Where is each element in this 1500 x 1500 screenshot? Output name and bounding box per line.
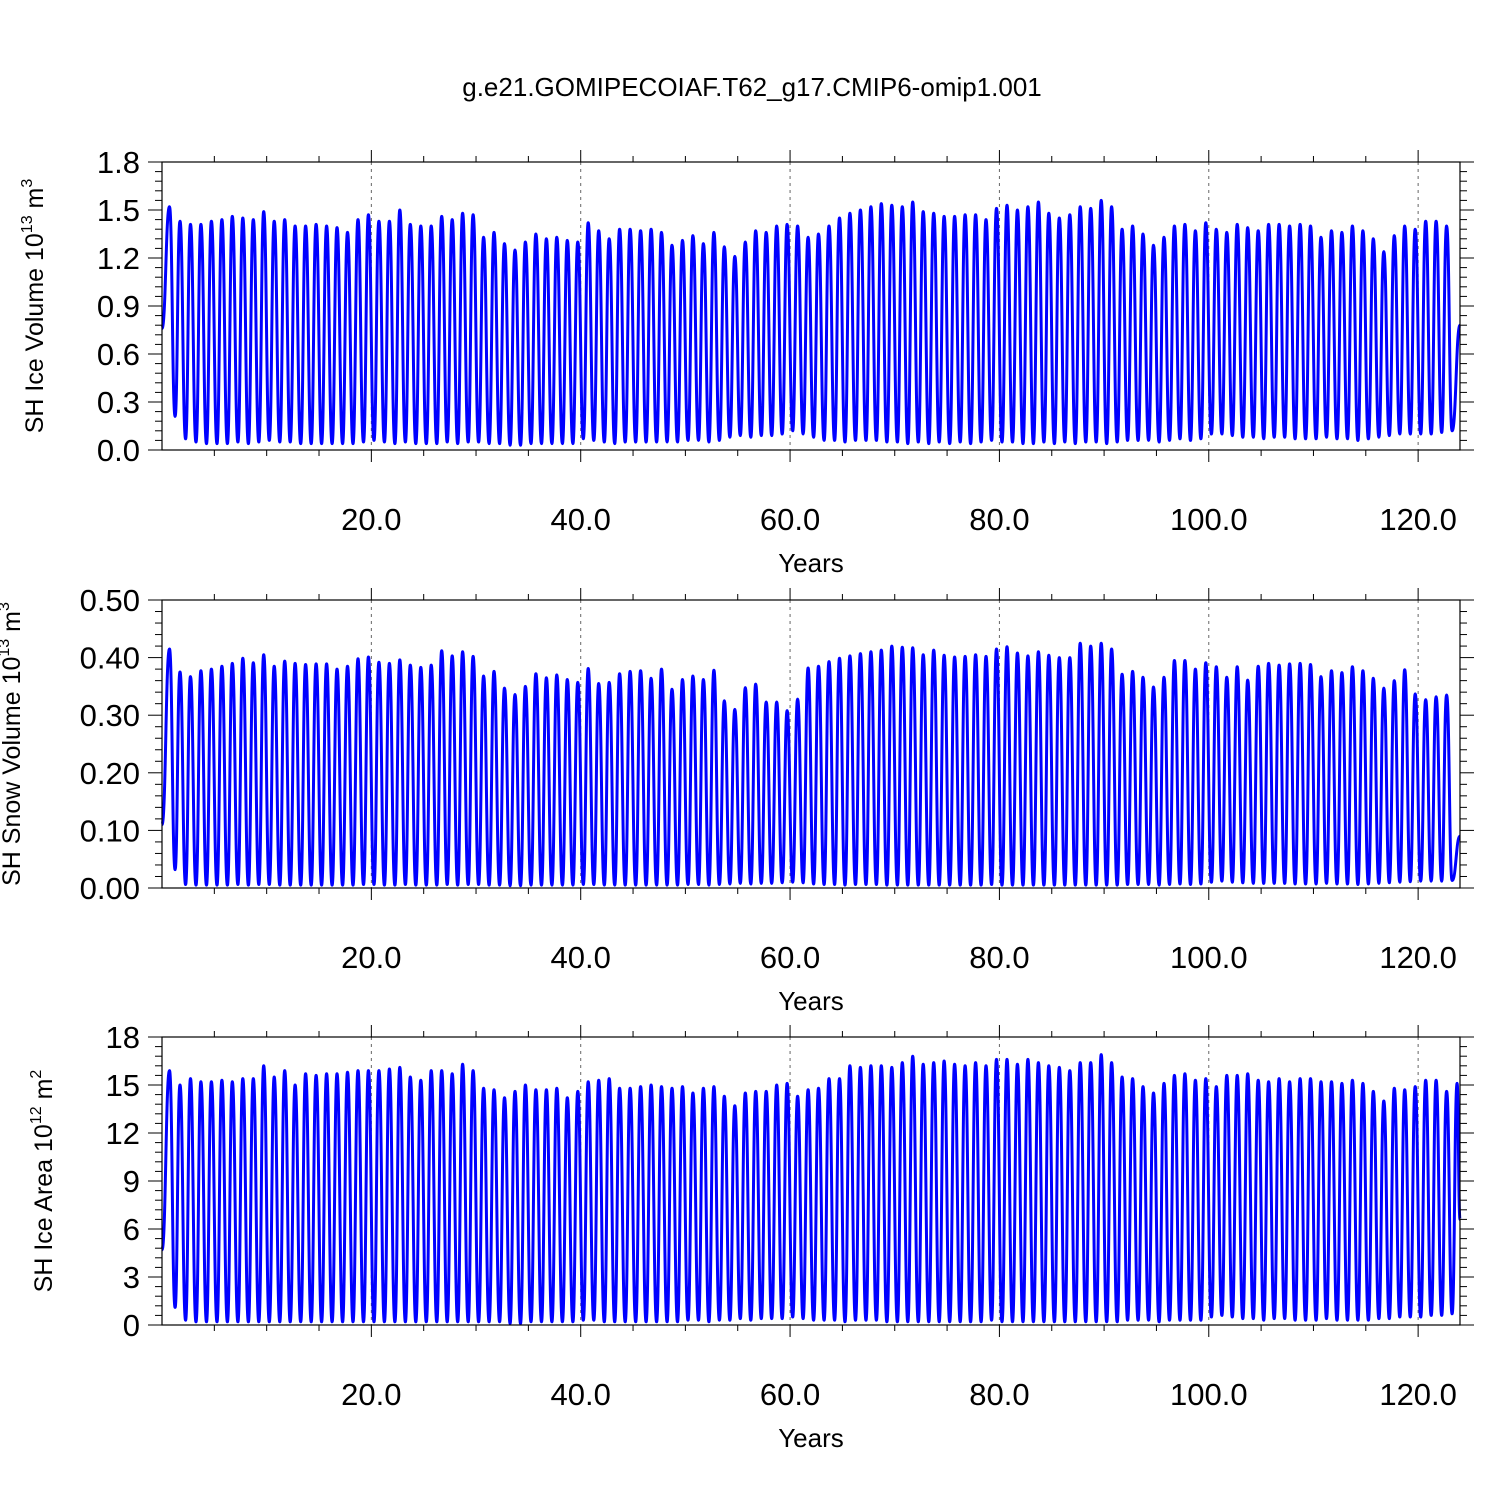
x-tick-label: 20.0 [341, 1377, 401, 1412]
y-tick-label: 6 [123, 1212, 140, 1247]
snow-volume-series-line [160, 641, 1462, 888]
y-tick-label: 0.10 [80, 813, 140, 848]
x-tick-label: 60.0 [760, 1377, 820, 1412]
y-tick-label: 0.30 [80, 698, 140, 733]
y-tick-label: 0.9 [97, 289, 140, 324]
y-tick-label: 9 [123, 1164, 140, 1199]
x-tick-label: 120.0 [1379, 1377, 1457, 1412]
y-tick-label: 0.00 [80, 871, 140, 906]
ice-volume-ylabel: SH Ice Volume 1013 m3 [19, 179, 49, 434]
x-tick-label: 40.0 [551, 940, 611, 975]
ice-volume-series-line [160, 198, 1462, 447]
x-tick-label: 80.0 [969, 502, 1029, 537]
y-tick-label: 0.6 [97, 337, 140, 372]
x-tick-label: 80.0 [969, 940, 1029, 975]
y-tick-label: 0.3 [97, 385, 140, 420]
y-tick-label: 0.20 [80, 756, 140, 791]
x-tick-label: 20.0 [341, 940, 401, 975]
ice-volume-xlabel: Years [778, 548, 844, 578]
snow-volume-ylabel: SH Snow Volume 1013 m3 [0, 602, 26, 886]
y-tick-label: 0.50 [80, 583, 140, 618]
y-tick-label: 0 [123, 1308, 140, 1343]
y-tick-label: 12 [106, 1116, 140, 1151]
ice-area-series-line [160, 1053, 1462, 1325]
ice-area-panel: 20.0 40.0 60.0 80.0 100.0 120.0 0 3 6 9 12 15 18 SH … [28, 1020, 1474, 1453]
x-tick-label: 100.0 [1170, 502, 1248, 537]
x-tick-label: 100.0 [1170, 1377, 1248, 1412]
chart-title: g.e21.GOMIPECOIAF.T62_g17.CMIP6-omip1.00… [462, 72, 1042, 102]
x-tick-label: 120.0 [1379, 502, 1457, 537]
ice-area-ylabel: SH Ice Area 1012 m2 [28, 1070, 58, 1293]
snow-volume-xlabel: Years [778, 986, 844, 1016]
ice-volume-panel: 20.0 40.0 60.0 80.0 100.0 120.0 0.0 0.3 0.6 0.9 1.… [19, 145, 1474, 578]
y-tick-label: 18 [106, 1020, 140, 1055]
y-tick-label: 0.40 [80, 641, 140, 676]
x-tick-label: 100.0 [1170, 940, 1248, 975]
x-tick-label: 40.0 [551, 1377, 611, 1412]
x-tick-label: 60.0 [760, 940, 820, 975]
y-tick-label: 15 [106, 1068, 140, 1103]
ice-area-xlabel: Years [778, 1423, 844, 1453]
snow-volume-plot-frame [161, 599, 1461, 889]
y-tick-label: 0.0 [97, 433, 140, 468]
snow-volume-panel: 20.0 40.0 60.0 80.0 100.0 120.0 0.00 0.10 0.20 0.… [0, 583, 1474, 1016]
x-tick-label: 80.0 [969, 1377, 1029, 1412]
x-tick-label: 40.0 [551, 502, 611, 537]
x-tick-label: 120.0 [1379, 940, 1457, 975]
y-tick-label: 1.5 [97, 193, 140, 228]
x-tick-label: 60.0 [760, 502, 820, 537]
x-tick-label: 20.0 [341, 502, 401, 537]
y-tick-label: 1.8 [97, 145, 140, 180]
y-tick-label: 3 [123, 1260, 140, 1295]
y-tick-label: 1.2 [97, 241, 140, 276]
